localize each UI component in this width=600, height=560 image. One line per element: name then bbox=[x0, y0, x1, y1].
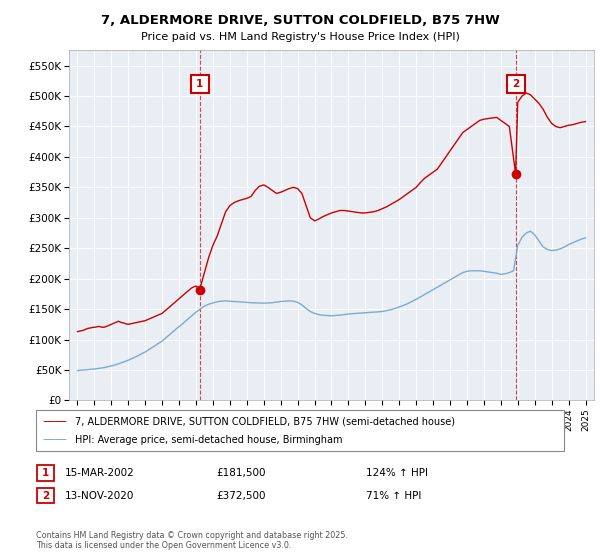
Text: 1: 1 bbox=[42, 468, 49, 478]
Text: 13-NOV-2020: 13-NOV-2020 bbox=[65, 491, 134, 501]
Text: 7, ALDERMORE DRIVE, SUTTON COLDFIELD, B75 7HW (semi-detached house): 7, ALDERMORE DRIVE, SUTTON COLDFIELD, B7… bbox=[75, 417, 455, 427]
Text: ——: —— bbox=[42, 416, 67, 428]
Text: 15-MAR-2002: 15-MAR-2002 bbox=[65, 468, 134, 478]
Text: £372,500: £372,500 bbox=[216, 491, 265, 501]
Text: £181,500: £181,500 bbox=[216, 468, 265, 478]
Text: 2: 2 bbox=[42, 491, 49, 501]
Text: 71% ↑ HPI: 71% ↑ HPI bbox=[366, 491, 421, 501]
Text: Price paid vs. HM Land Registry's House Price Index (HPI): Price paid vs. HM Land Registry's House … bbox=[140, 32, 460, 43]
Text: 124% ↑ HPI: 124% ↑ HPI bbox=[366, 468, 428, 478]
Text: 1: 1 bbox=[196, 79, 203, 89]
Text: 2: 2 bbox=[512, 79, 519, 89]
Text: HPI: Average price, semi-detached house, Birmingham: HPI: Average price, semi-detached house,… bbox=[75, 435, 343, 445]
Text: Contains HM Land Registry data © Crown copyright and database right 2025.
This d: Contains HM Land Registry data © Crown c… bbox=[36, 530, 348, 550]
Text: 7, ALDERMORE DRIVE, SUTTON COLDFIELD, B75 7HW: 7, ALDERMORE DRIVE, SUTTON COLDFIELD, B7… bbox=[101, 14, 499, 27]
Text: ——: —— bbox=[42, 433, 67, 446]
